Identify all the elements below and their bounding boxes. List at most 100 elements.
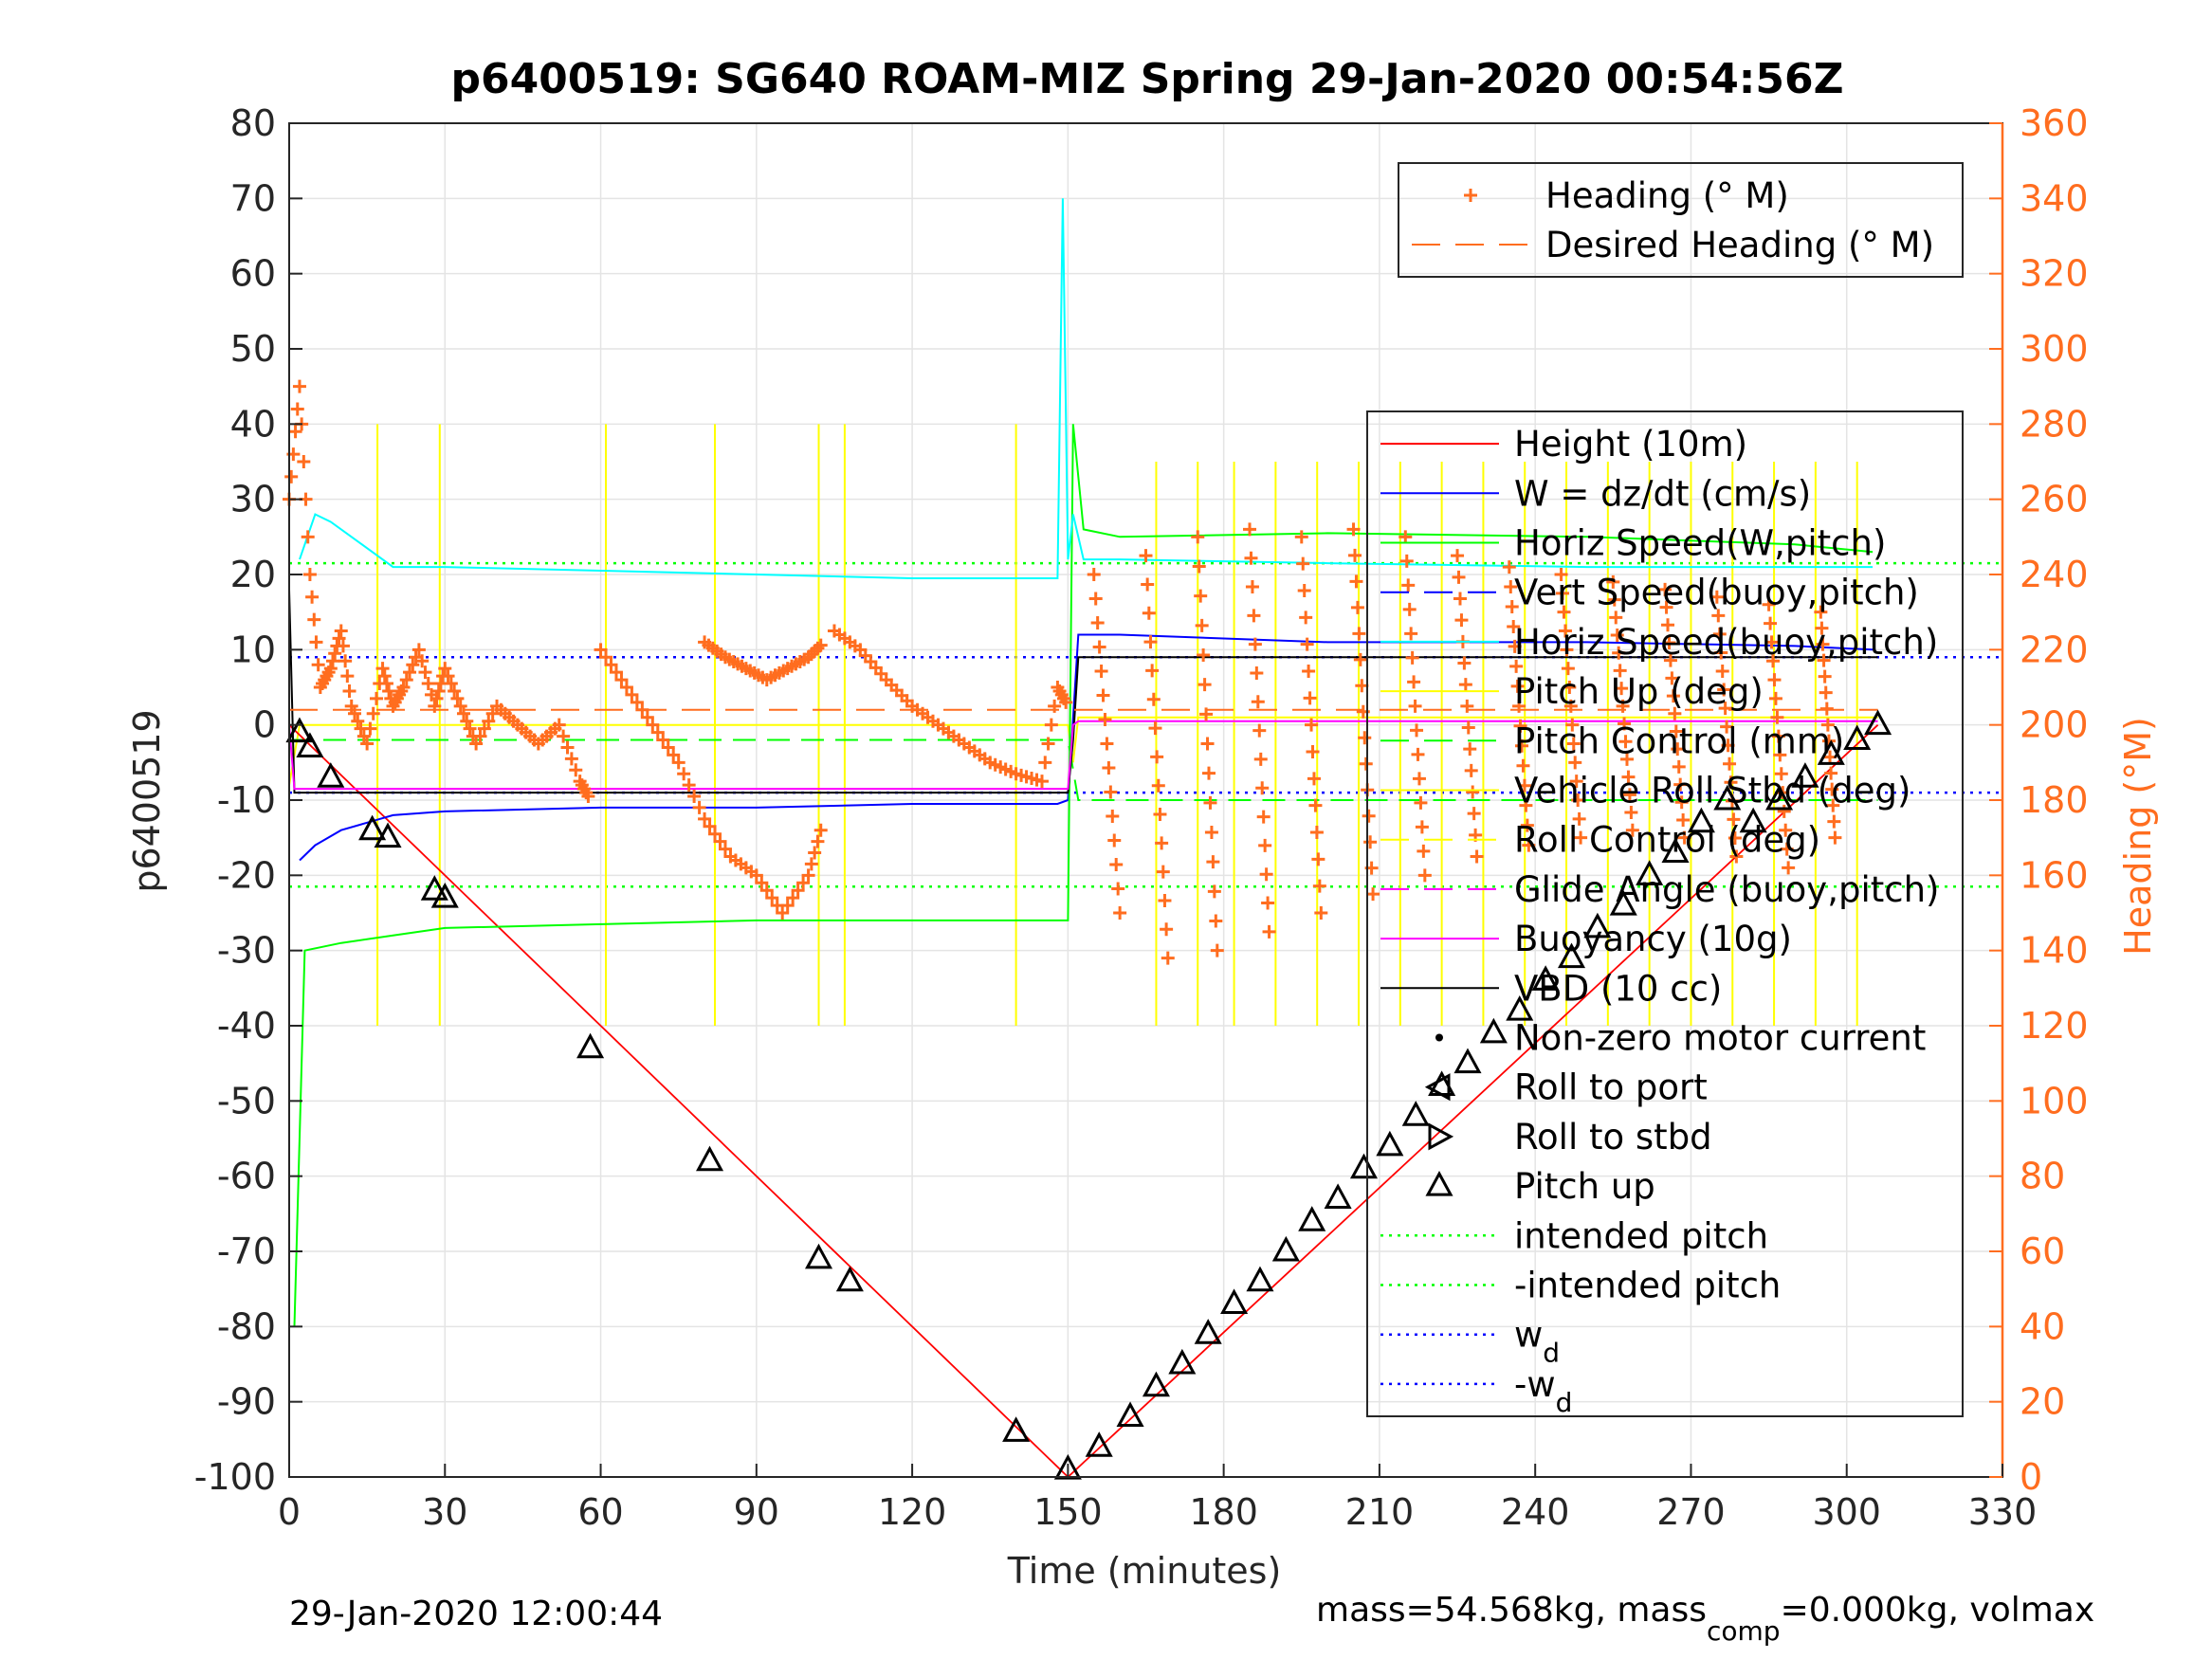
heading-point xyxy=(1561,662,1575,676)
legend-label-text: -intended pitch xyxy=(1514,1266,1781,1306)
heading-point xyxy=(1300,637,1314,651)
y-tick-label: -10 xyxy=(217,779,276,821)
legend-label: Pitch Up (deg) xyxy=(1514,671,1764,712)
heading-point xyxy=(1618,735,1633,749)
pitch-up-marker xyxy=(1636,860,1664,885)
x-tick-label: 120 xyxy=(878,1491,947,1533)
heading-point xyxy=(1556,586,1570,600)
heading-point xyxy=(755,876,769,890)
heading-point xyxy=(1107,833,1122,848)
heading-point xyxy=(1038,756,1052,770)
heading-point xyxy=(552,718,566,732)
heading-point xyxy=(1303,691,1317,705)
heading-point xyxy=(1728,830,1742,845)
heading-point xyxy=(340,669,355,684)
heading-point xyxy=(1765,654,1780,668)
heading-point xyxy=(430,691,444,705)
legend-label: intended pitch xyxy=(1514,1215,1768,1256)
heading-point xyxy=(485,706,500,720)
legend-label-text: Pitch Up (deg) xyxy=(1514,671,1764,712)
heading-point xyxy=(1515,738,1528,753)
legend-label: Vehicle Roll Stbd (deg) xyxy=(1514,771,1910,811)
heading-point xyxy=(1194,589,1208,603)
heading-point xyxy=(776,906,790,920)
heading-point xyxy=(1314,906,1328,920)
heading-point xyxy=(1090,616,1105,629)
pitch-up-marker xyxy=(1142,1371,1170,1397)
heading-point xyxy=(1467,807,1481,821)
heading-point xyxy=(1507,619,1521,633)
y2-tick-label: 340 xyxy=(2020,177,2089,219)
heading-point xyxy=(1819,702,1834,716)
y-tick-label: -100 xyxy=(194,1456,276,1498)
legend-label-text: Heading (° M) xyxy=(1545,175,1789,216)
heading-point xyxy=(1096,688,1110,702)
heading-point xyxy=(1466,785,1480,799)
heading-point xyxy=(1771,729,1785,743)
legend-symbol xyxy=(1424,1073,1451,1102)
y2-axis-label: Heading (°M) xyxy=(2117,717,2159,956)
y-tick-label: 40 xyxy=(230,403,276,445)
x-tick-label: 0 xyxy=(278,1491,301,1533)
legend-label-text: Pitch Control (mm) xyxy=(1514,720,1844,761)
heading-point xyxy=(1621,770,1636,784)
heading-point xyxy=(1041,737,1055,751)
heading-point xyxy=(396,681,411,694)
legend-label: Roll to port xyxy=(1514,1067,1708,1108)
heading-point xyxy=(1156,865,1170,879)
y-tick-label: 0 xyxy=(253,704,276,746)
heading-point xyxy=(1820,718,1835,732)
x-tick-label: 270 xyxy=(1656,1491,1726,1533)
heading-point xyxy=(1814,605,1828,619)
pitch-up-marker xyxy=(296,732,324,757)
heading-point xyxy=(292,379,306,393)
heading-point xyxy=(1622,788,1636,802)
legend-main: Height (10m) W = dz/dt (cm/s) Horiz Speed(… xyxy=(1366,410,1964,1418)
heading-point xyxy=(482,714,496,728)
heading-point xyxy=(1350,600,1364,614)
heading-point xyxy=(796,876,811,890)
heading-point xyxy=(1296,556,1310,571)
pitch-up-marker xyxy=(1220,1288,1249,1315)
chart-title: p6400519: SG640 ROAM-MIZ Spring 29-Jan-2… xyxy=(450,55,1843,103)
heading-point xyxy=(1720,720,1734,734)
heading-point xyxy=(749,868,763,883)
heading-point xyxy=(344,699,358,713)
legend-label-text: Buoyancy (10g) xyxy=(1514,919,1792,959)
heading-point xyxy=(1676,812,1691,827)
heading-point xyxy=(786,891,800,905)
legend-label: Heading (° M) xyxy=(1545,175,1789,216)
heading-point xyxy=(1816,637,1830,651)
heading-point xyxy=(1674,795,1689,810)
heading-point xyxy=(1306,745,1320,758)
x-tick-label: 330 xyxy=(1968,1491,2038,1533)
heading-point xyxy=(460,714,474,728)
legend-label-sub: d xyxy=(1556,1387,1573,1418)
y2-tick-label: 140 xyxy=(2020,930,2089,972)
heading-point xyxy=(307,612,321,627)
heading-point xyxy=(1711,609,1726,623)
heading-point xyxy=(1517,778,1531,793)
heading-point xyxy=(1780,842,1794,856)
heading-point xyxy=(1305,718,1319,732)
y2-tick-label: 120 xyxy=(2020,1005,2089,1047)
footer-date: 29-Jan-2020 12:00:44 xyxy=(289,1595,663,1633)
heading-point xyxy=(1244,551,1258,565)
heading-point xyxy=(342,684,356,698)
heading-point xyxy=(1362,809,1376,823)
legend-box xyxy=(1398,162,1964,278)
heading-point xyxy=(366,706,380,720)
heading-point xyxy=(463,721,477,736)
legend-label-text: Roll to port xyxy=(1514,1067,1708,1108)
legend-label: Glide Angle (buoy,pitch) xyxy=(1514,869,1939,910)
heading-point xyxy=(1566,737,1581,751)
pitch-up-marker xyxy=(1864,709,1892,736)
heading-point xyxy=(1245,580,1259,594)
y-tick-label: -60 xyxy=(217,1156,276,1197)
heading-point xyxy=(1767,673,1782,687)
heading-point xyxy=(1311,852,1325,866)
heading-point xyxy=(1255,781,1270,795)
y2-tick-label: 300 xyxy=(2020,328,2089,370)
heading-point xyxy=(1366,887,1380,902)
heading-point xyxy=(599,650,613,665)
